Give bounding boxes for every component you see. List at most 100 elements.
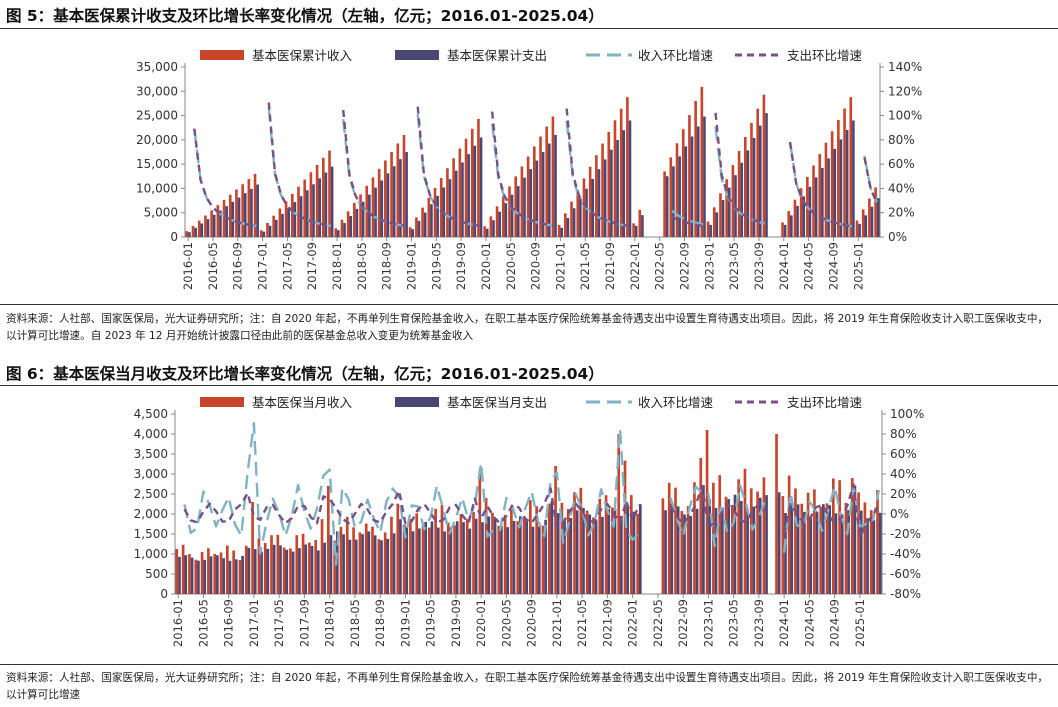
expense-bar bbox=[256, 184, 259, 237]
expense-bar bbox=[317, 550, 320, 594]
expense-bar bbox=[512, 520, 516, 594]
income-bar bbox=[557, 224, 561, 237]
income-bar bbox=[844, 502, 848, 594]
income-bar bbox=[207, 548, 210, 594]
income-bar bbox=[630, 495, 633, 594]
expense-bar bbox=[348, 539, 352, 594]
expense-bar bbox=[752, 506, 756, 594]
expense-bar bbox=[721, 507, 724, 594]
x-tick-label: 2019-05 bbox=[429, 242, 443, 290]
x-tick-label: 2018-09 bbox=[373, 599, 387, 647]
income-bar bbox=[491, 512, 494, 594]
expense-bar bbox=[386, 538, 390, 594]
income-bar bbox=[464, 138, 468, 237]
income-bar bbox=[309, 172, 313, 237]
income-bar bbox=[743, 136, 747, 237]
income-bar bbox=[452, 158, 455, 237]
expense-bar bbox=[468, 528, 472, 594]
y-tick-label-left: 15,000 bbox=[136, 157, 178, 171]
expense-bar bbox=[833, 148, 837, 237]
x-tick-label: 2023-09 bbox=[752, 242, 766, 290]
income-bar bbox=[869, 510, 873, 594]
y-tick-label-right: 0% bbox=[888, 230, 907, 244]
y-tick-label-right: 60% bbox=[890, 447, 917, 461]
x-tick-label: 2025-01 bbox=[853, 599, 867, 647]
y-tick-label-right: 40% bbox=[888, 181, 915, 195]
x-tick-label: 2022-09 bbox=[676, 599, 690, 647]
expense-bar bbox=[870, 206, 874, 237]
income-bar bbox=[327, 486, 330, 594]
income-bar bbox=[465, 519, 469, 594]
y-tick-label-left: 1,000 bbox=[134, 547, 168, 561]
income-bar bbox=[632, 223, 635, 237]
x-tick-label: 2018-09 bbox=[380, 242, 394, 290]
income-bar bbox=[681, 129, 685, 237]
expense-bar bbox=[355, 208, 359, 237]
x-tick-label: 2022-05 bbox=[653, 242, 667, 290]
expense-growth-line bbox=[669, 485, 767, 529]
income-bar bbox=[213, 553, 217, 594]
expense-bar bbox=[516, 186, 520, 237]
expense-bar bbox=[588, 514, 592, 594]
expense-bar bbox=[548, 143, 551, 237]
income-bar bbox=[706, 221, 710, 237]
expense-bar bbox=[312, 184, 315, 237]
expense-bar bbox=[443, 531, 446, 594]
income-bar bbox=[674, 487, 677, 594]
expense-bar bbox=[188, 232, 191, 237]
income-bar bbox=[863, 502, 867, 594]
income-bar bbox=[626, 97, 629, 237]
expense-bar bbox=[234, 559, 238, 594]
expense-bar bbox=[544, 519, 547, 594]
expense-bar bbox=[613, 508, 617, 594]
income-bar bbox=[756, 491, 759, 594]
expense-bar bbox=[758, 125, 762, 237]
x-tick-label: 2017-01 bbox=[256, 242, 270, 290]
expense-bar bbox=[343, 223, 346, 237]
income-bar bbox=[301, 533, 305, 594]
y-tick-label-right: 20% bbox=[888, 206, 915, 220]
income-bar bbox=[585, 510, 589, 594]
expense-bar bbox=[448, 179, 452, 237]
income-bar bbox=[472, 511, 475, 594]
income-bar bbox=[667, 482, 671, 594]
x-tick-label: 2023-05 bbox=[727, 242, 741, 290]
income-bar bbox=[334, 228, 338, 237]
income-bar bbox=[346, 211, 350, 237]
income-bar bbox=[545, 126, 549, 237]
y-tick-label-right: -20% bbox=[890, 527, 921, 541]
income-bar bbox=[181, 544, 185, 594]
expense-bar bbox=[859, 510, 863, 594]
expense-bar bbox=[560, 227, 564, 237]
expense-bar bbox=[361, 534, 364, 594]
y-tick-label-left: 0 bbox=[160, 587, 168, 601]
y-tick-label-right: 100% bbox=[888, 109, 922, 123]
x-tick-label: 2021-05 bbox=[575, 599, 589, 647]
expense-bar bbox=[380, 540, 383, 594]
expense-bar bbox=[492, 220, 495, 237]
income-bar bbox=[554, 466, 557, 594]
expense-bar bbox=[664, 510, 667, 594]
expense-bar bbox=[197, 560, 200, 594]
expense-bar bbox=[279, 545, 282, 594]
income-bar bbox=[478, 470, 482, 594]
x-tick-label: 2022-01 bbox=[628, 242, 642, 290]
income-bar bbox=[849, 97, 853, 237]
x-tick-label: 2022-09 bbox=[678, 242, 692, 290]
expense-bar bbox=[306, 190, 309, 237]
income-bar bbox=[737, 479, 740, 594]
income-bar bbox=[750, 122, 753, 237]
income-bar bbox=[837, 119, 840, 237]
expense-bar bbox=[349, 215, 353, 237]
y-tick-label-right: 80% bbox=[890, 427, 917, 441]
expense-bar bbox=[866, 518, 869, 594]
x-tick-label: 2024-01 bbox=[777, 242, 791, 290]
y-tick-label-right: 80% bbox=[888, 133, 915, 147]
expense-bar bbox=[746, 150, 750, 237]
expense-bar bbox=[430, 521, 434, 594]
expense-bar bbox=[670, 503, 674, 594]
income-bar bbox=[384, 160, 387, 237]
expense-bar bbox=[184, 555, 188, 594]
income-bar bbox=[503, 514, 507, 594]
expense-bar bbox=[603, 159, 607, 237]
